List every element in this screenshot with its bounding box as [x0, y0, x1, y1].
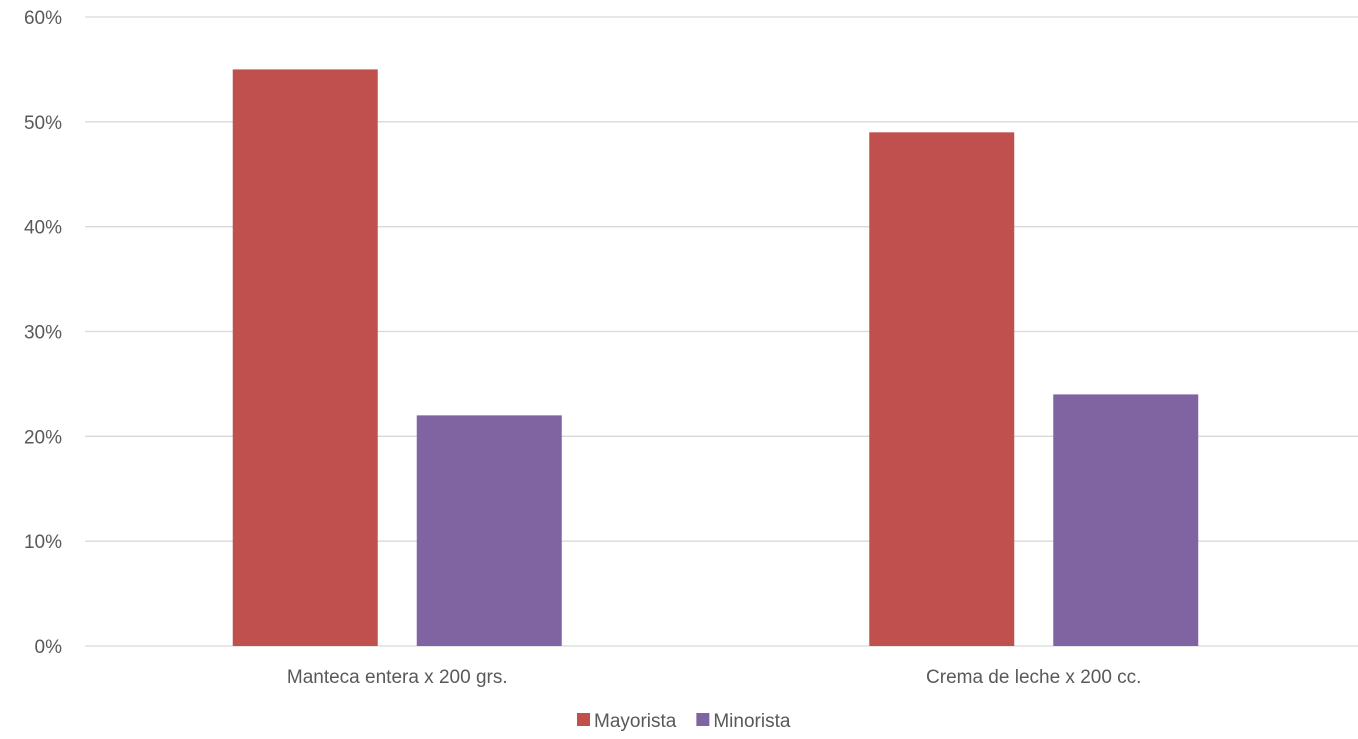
y-tick-label: 50%: [24, 113, 62, 134]
y-tick-label: 30%: [24, 323, 62, 344]
y-tick-label: 10%: [24, 532, 62, 553]
bar-mayorista-2: [869, 132, 1015, 647]
y-tick-label: 60%: [24, 8, 62, 29]
legend-label-mayorista: Mayorista: [594, 711, 677, 732]
x-category-label: Manteca entera x 200 grs.: [287, 667, 508, 688]
x-category-label: Crema de leche x 200 cc.: [926, 667, 1141, 688]
bar-mayorista-1: [232, 69, 378, 646]
legend-swatch-mayorista: [577, 713, 590, 726]
x-axis-categories: Manteca entera x 200 grs. Crema de leche …: [287, 667, 1142, 688]
legend-swatch-minorista: [696, 713, 710, 726]
legend-label-minorista: Minorista: [713, 711, 791, 732]
y-tick-label: 20%: [24, 427, 62, 448]
bar-minorista-2: [1053, 394, 1199, 646]
bar-minorista-1: [416, 415, 562, 646]
y-tick-label: 0%: [35, 637, 63, 658]
y-axis-ticks: 0% 10% 20% 30% 40% 50% 60%: [24, 8, 62, 658]
y-tick-label: 40%: [24, 218, 62, 239]
bars: [232, 69, 1199, 647]
legend: Mayorista Minorista: [577, 711, 791, 732]
